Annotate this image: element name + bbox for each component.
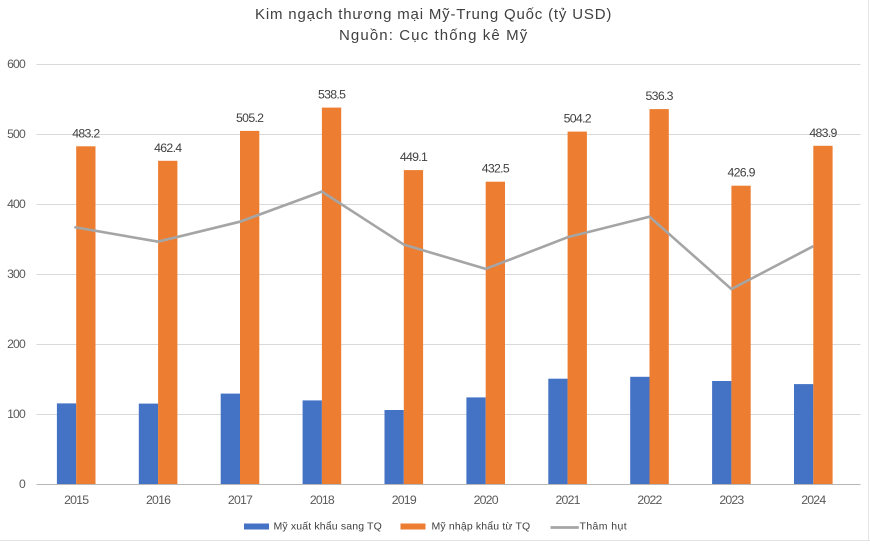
svg-text:2018: 2018 <box>310 493 335 507</box>
svg-text:2015: 2015 <box>64 493 89 507</box>
svg-text:536.3: 536.3 <box>646 89 674 103</box>
svg-text:504.2: 504.2 <box>564 112 592 126</box>
svg-text:Kim ngạch thương mại Mỹ-Trung: Kim ngạch thương mại Mỹ-Trung Quốc (tỷ U… <box>255 6 612 23</box>
svg-text:200: 200 <box>7 337 26 351</box>
svg-text:2019: 2019 <box>392 493 417 507</box>
svg-text:2024: 2024 <box>801 493 826 507</box>
svg-text:483.9: 483.9 <box>809 126 837 140</box>
svg-text:2023: 2023 <box>719 493 744 507</box>
svg-text:462.4: 462.4 <box>154 141 182 155</box>
svg-text:300: 300 <box>7 267 26 281</box>
svg-text:100: 100 <box>7 407 26 421</box>
svg-text:2020: 2020 <box>474 493 499 507</box>
svg-text:505.2: 505.2 <box>236 111 264 125</box>
svg-text:Mỹ nhập khẩu từ TQ: Mỹ nhập khẩu từ TQ <box>432 521 531 533</box>
svg-text:2017: 2017 <box>228 493 253 507</box>
svg-text:400: 400 <box>7 197 26 211</box>
svg-text:Thâm hụt: Thâm hụt <box>580 521 628 533</box>
svg-text:2022: 2022 <box>637 493 662 507</box>
svg-text:600: 600 <box>7 57 26 71</box>
svg-text:449.1: 449.1 <box>400 150 428 164</box>
svg-text:500: 500 <box>7 127 26 141</box>
svg-text:0: 0 <box>19 477 26 491</box>
svg-text:2021: 2021 <box>556 493 581 507</box>
svg-text:2016: 2016 <box>146 493 171 507</box>
svg-text:538.5: 538.5 <box>318 88 346 102</box>
svg-text:432.5: 432.5 <box>482 162 510 176</box>
svg-text:Nguồn: Cục thống kê Mỹ: Nguồn: Cục thống kê Mỹ <box>339 27 528 44</box>
svg-text:483.2: 483.2 <box>72 126 100 140</box>
svg-text:Mỹ xuất khẩu sang TQ: Mỹ xuất khẩu sang TQ <box>274 521 382 533</box>
svg-text:426.9: 426.9 <box>727 166 755 180</box>
